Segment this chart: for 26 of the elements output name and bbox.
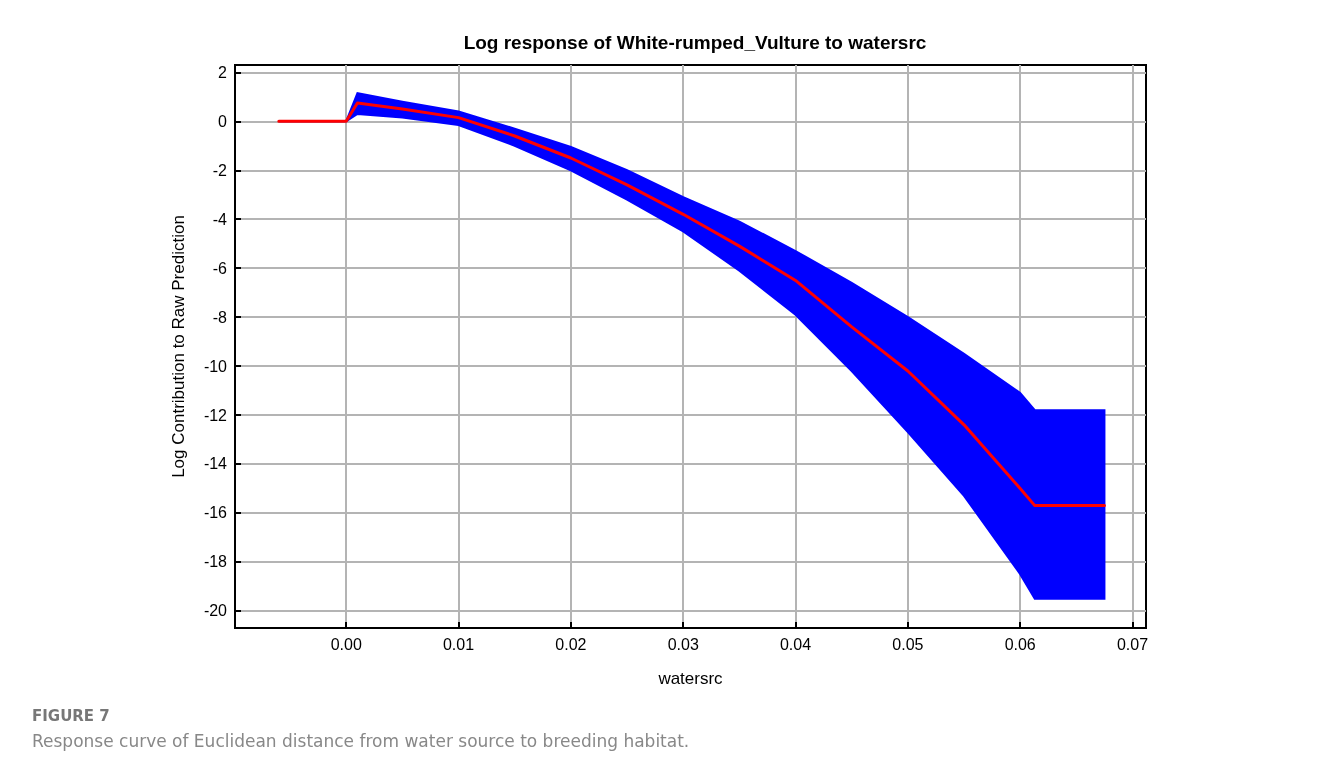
y-tick-label: 2 [218,63,228,81]
y-tick-label: -2 [212,161,228,179]
y-tick-label: -6 [212,259,228,277]
x-tick-label: 0.00 [330,635,362,653]
x-tick-label: 0.05 [892,635,924,653]
y-tick-label: -16 [203,504,228,522]
y-tick-label: -8 [212,308,228,326]
x-axis-title: watersrc [657,669,724,688]
x-tick-label: 0.01 [442,635,475,653]
y-tick-label: -10 [203,357,228,375]
x-tick-label: 0.04 [779,635,812,653]
line-series [277,101,1106,508]
y-tick-label: -14 [203,455,228,473]
y-tick-label: -20 [203,602,228,620]
caption: FIGURE 7 [32,706,110,725]
y-axis-title: Log Contribution to Raw Prediction [169,215,188,478]
y-tick-label: 0 [218,112,228,130]
x-tick-label: 0.02 [555,635,587,653]
chart-title: Log response of White-rumped_Vulture to watersrc [463,32,927,53]
text: Response curve of Euclidean distance from water source to breeding habitat. [32,730,690,751]
y-tick-label: -12 [203,406,228,424]
x-tick-label: 0.07 [1116,635,1149,653]
x-tick-label: 0.06 [1004,635,1036,653]
y-tick-label: -4 [212,210,228,228]
x-tick-label: 0.03 [667,635,699,653]
y-tick-label: -18 [203,553,228,571]
